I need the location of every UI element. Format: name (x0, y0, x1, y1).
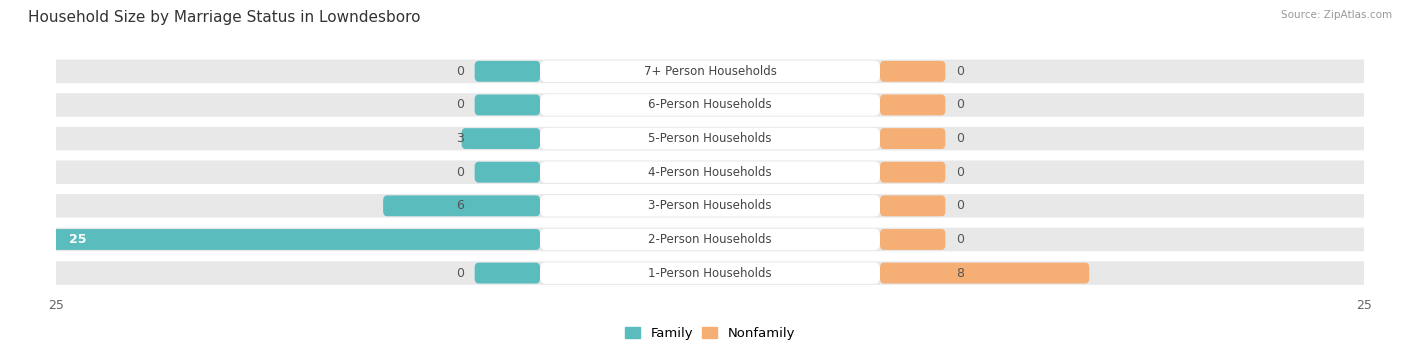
Text: 0: 0 (456, 99, 464, 112)
Text: 8: 8 (956, 267, 965, 280)
FancyBboxPatch shape (540, 262, 880, 284)
FancyBboxPatch shape (880, 162, 945, 183)
Text: 7+ Person Households: 7+ Person Households (644, 65, 776, 78)
Text: 0: 0 (956, 166, 965, 179)
Text: 0: 0 (956, 65, 965, 78)
Text: 3: 3 (457, 132, 464, 145)
Text: Household Size by Marriage Status in Lowndesboro: Household Size by Marriage Status in Low… (28, 10, 420, 25)
FancyBboxPatch shape (44, 194, 1376, 218)
FancyBboxPatch shape (475, 94, 540, 115)
Text: 1-Person Households: 1-Person Households (648, 267, 772, 280)
FancyBboxPatch shape (880, 94, 945, 115)
FancyBboxPatch shape (475, 162, 540, 183)
FancyBboxPatch shape (540, 229, 880, 250)
FancyBboxPatch shape (44, 228, 1376, 251)
FancyBboxPatch shape (44, 160, 1376, 184)
Text: 25: 25 (69, 233, 87, 246)
FancyBboxPatch shape (880, 128, 945, 149)
Text: 0: 0 (456, 65, 464, 78)
FancyBboxPatch shape (880, 229, 945, 250)
FancyBboxPatch shape (540, 195, 880, 217)
Text: 0: 0 (956, 99, 965, 112)
FancyBboxPatch shape (461, 128, 540, 149)
FancyBboxPatch shape (44, 93, 1376, 117)
Text: 6-Person Households: 6-Person Households (648, 99, 772, 112)
FancyBboxPatch shape (540, 128, 880, 149)
FancyBboxPatch shape (540, 161, 880, 183)
Text: 2-Person Households: 2-Person Households (648, 233, 772, 246)
FancyBboxPatch shape (880, 263, 1090, 283)
Text: 6: 6 (457, 199, 464, 212)
FancyBboxPatch shape (382, 195, 540, 216)
Legend: Family, Nonfamily: Family, Nonfamily (624, 327, 796, 340)
Text: 5-Person Households: 5-Person Households (648, 132, 772, 145)
Text: Source: ZipAtlas.com: Source: ZipAtlas.com (1281, 10, 1392, 20)
FancyBboxPatch shape (44, 60, 1376, 83)
FancyBboxPatch shape (540, 94, 880, 116)
Text: 0: 0 (456, 166, 464, 179)
FancyBboxPatch shape (880, 195, 945, 216)
Text: 3-Person Households: 3-Person Households (648, 199, 772, 212)
Text: 0: 0 (456, 267, 464, 280)
FancyBboxPatch shape (44, 261, 1376, 285)
Text: 0: 0 (956, 132, 965, 145)
Text: 4-Person Households: 4-Person Households (648, 166, 772, 179)
FancyBboxPatch shape (44, 127, 1376, 150)
Text: 0: 0 (956, 233, 965, 246)
FancyBboxPatch shape (0, 229, 540, 250)
Text: 0: 0 (956, 199, 965, 212)
FancyBboxPatch shape (475, 61, 540, 82)
FancyBboxPatch shape (540, 61, 880, 82)
FancyBboxPatch shape (475, 263, 540, 283)
FancyBboxPatch shape (880, 61, 945, 82)
